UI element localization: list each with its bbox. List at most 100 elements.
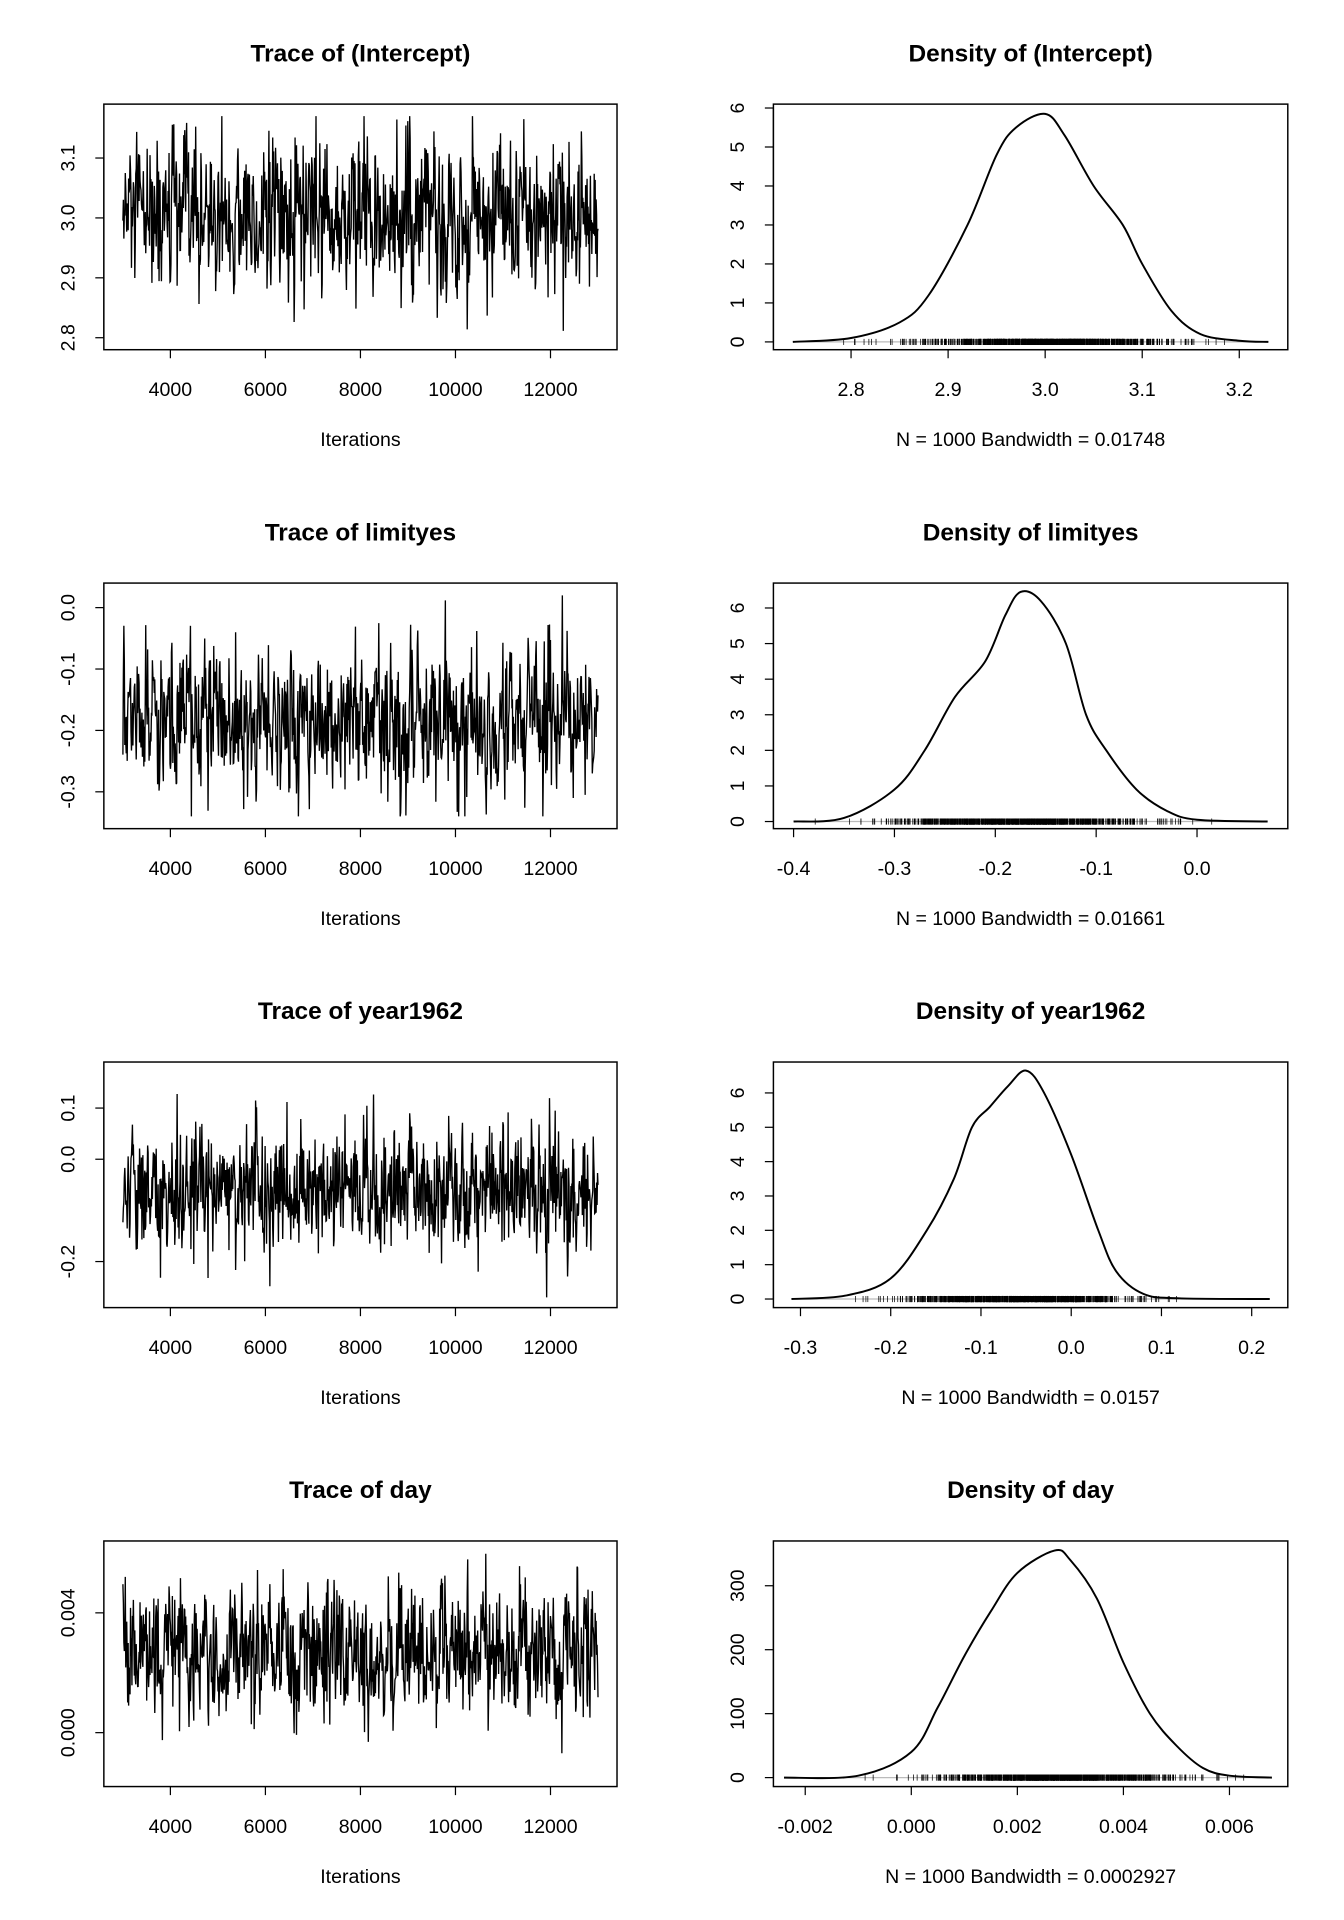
plot-frame bbox=[772, 103, 1289, 351]
y-tick-label: 2 bbox=[727, 259, 749, 270]
density-curve bbox=[791, 1069, 1270, 1300]
x-tick-label: -0.3 bbox=[784, 1337, 818, 1359]
chart-title: Trace of limityes bbox=[265, 519, 456, 546]
x-axis-label: N = 1000 Bandwidth = 0.0157 bbox=[901, 1387, 1159, 1409]
density-panel: Density of day -0.002 0.000 0.002 0.004 0.006… bbox=[727, 1477, 1289, 1888]
x-axis: -0.4 -0.3 -0.2 -0.1 0.0 bbox=[777, 828, 1211, 880]
y-tick-label: 2.8 bbox=[58, 324, 80, 351]
x-tick-label: 6000 bbox=[244, 1337, 288, 1359]
x-tick-label: 8000 bbox=[339, 379, 383, 401]
x-tick-label: 0.0 bbox=[1183, 858, 1210, 880]
x-axis-label: Iterations bbox=[320, 1387, 401, 1409]
x-tick-label: 12000 bbox=[523, 1337, 577, 1359]
x-tick-label: 8000 bbox=[339, 1337, 383, 1359]
density-panel: Density of year1962 -0.3 -0.2 -0.1 0.0 0.1 0.2… bbox=[727, 998, 1289, 1409]
x-tick-label: 4000 bbox=[149, 858, 193, 880]
x-axis: 4000 6000 8000 10000 12000 bbox=[149, 349, 578, 401]
x-tick-label: 6000 bbox=[244, 379, 288, 401]
x-axis: -0.002 0.000 0.002 0.004 0.006 bbox=[778, 1785, 1254, 1838]
x-axis-label: Iterations bbox=[320, 429, 401, 451]
chart-title: Density of day bbox=[947, 1477, 1114, 1504]
y-tick-label: -0.2 bbox=[58, 1245, 80, 1279]
x-axis: 4000 6000 8000 10000 12000 bbox=[149, 1785, 578, 1838]
x-tick-label: 0.0 bbox=[1058, 1337, 1085, 1359]
y-axis: 2.8 2.9 3.0 3.1 bbox=[58, 144, 105, 351]
y-tick-label: 200 bbox=[727, 1633, 749, 1666]
y-tick-label: 6 bbox=[727, 1087, 749, 1098]
x-tick-label: 3.2 bbox=[1226, 379, 1253, 401]
x-tick-label: -0.2 bbox=[874, 1337, 908, 1359]
y-tick-label: 3.1 bbox=[58, 144, 80, 171]
y-tick-label: 0.0 bbox=[58, 594, 80, 621]
rug bbox=[855, 1295, 1177, 1303]
trace-line bbox=[122, 1553, 599, 1754]
trace-line bbox=[122, 1094, 599, 1298]
x-tick-label: 10000 bbox=[428, 379, 482, 401]
x-tick-label: 2.8 bbox=[837, 379, 864, 401]
x-tick-label: 8000 bbox=[339, 858, 383, 880]
y-tick-label: 300 bbox=[727, 1569, 749, 1602]
y-tick-label: 3 bbox=[727, 1191, 749, 1202]
rug bbox=[864, 1774, 1245, 1781]
x-tick-label: 6000 bbox=[244, 858, 288, 880]
density-curve bbox=[793, 590, 1268, 823]
y-tick-label: -0.1 bbox=[58, 652, 80, 686]
x-tick-label: -0.3 bbox=[878, 858, 912, 880]
y-tick-label: 2.9 bbox=[58, 264, 80, 291]
y-tick-label: 2 bbox=[727, 745, 749, 756]
y-axis: 0 1 2 3 4 5 6 bbox=[727, 1087, 775, 1304]
density-panel: Density of limityes -0.4 -0.3 -0.2 -0.1 0.0 N … bbox=[727, 519, 1289, 930]
y-tick-label: 4 bbox=[727, 180, 749, 191]
y-tick-label: 2 bbox=[727, 1225, 749, 1236]
chart-title: Trace of year1962 bbox=[258, 998, 463, 1025]
density-curve bbox=[783, 1549, 1272, 1780]
x-tick-label: 10000 bbox=[428, 1816, 482, 1838]
x-axis: -0.3 -0.2 -0.1 0.0 0.1 0.2 bbox=[784, 1306, 1265, 1359]
y-axis: 0 100 200 300 bbox=[727, 1569, 775, 1783]
plot-frame bbox=[772, 1061, 1289, 1309]
y-tick-label: 0.1 bbox=[58, 1094, 80, 1121]
y-tick-label: -0.2 bbox=[58, 714, 80, 748]
y-axis: 0 1 2 3 4 5 6 bbox=[727, 103, 775, 347]
plot-frame bbox=[772, 582, 1289, 830]
trace-line bbox=[122, 116, 599, 331]
x-axis: 2.8 2.9 3.0 3.1 3.2 bbox=[837, 349, 1253, 401]
x-tick-label: 3.0 bbox=[1032, 379, 1059, 401]
y-axis: 0.000 0.004 bbox=[58, 1588, 105, 1757]
y-tick-label: 1 bbox=[727, 297, 749, 308]
y-axis: 0 1 2 3 4 5 6 bbox=[727, 603, 775, 827]
x-tick-label: -0.1 bbox=[964, 1337, 998, 1359]
y-tick-label: 0 bbox=[727, 816, 749, 827]
y-tick-label: 4 bbox=[727, 674, 749, 685]
y-tick-label: 0 bbox=[727, 1772, 749, 1783]
trace-panel: Trace of limityes 4000 6000 8000 10000 12000 I… bbox=[58, 519, 618, 930]
x-tick-label: 0.006 bbox=[1205, 1816, 1254, 1838]
y-axis: -0.2 0.0 0.1 bbox=[58, 1094, 105, 1279]
x-axis-label: N = 1000 Bandwidth = 0.01748 bbox=[896, 429, 1165, 451]
y-tick-label: 0 bbox=[727, 1293, 749, 1304]
x-tick-label: 4000 bbox=[149, 1337, 193, 1359]
x-tick-label: -0.1 bbox=[1079, 858, 1113, 880]
x-tick-label: 4000 bbox=[149, 1816, 193, 1838]
x-axis-label: Iterations bbox=[320, 1866, 401, 1888]
x-tick-label: 0.2 bbox=[1238, 1337, 1265, 1359]
y-tick-label: 0.0 bbox=[58, 1146, 80, 1173]
y-tick-label: 0.004 bbox=[58, 1588, 80, 1637]
plot-frame bbox=[772, 1540, 1289, 1788]
density-panel: Density of (Intercept) 2.8 2.9 3.0 3.1 3.2 N =… bbox=[727, 40, 1289, 451]
x-tick-label: 6000 bbox=[244, 1816, 288, 1838]
y-tick-label: 5 bbox=[727, 1122, 749, 1133]
y-tick-label: 6 bbox=[727, 603, 749, 614]
y-tick-label: 3 bbox=[727, 220, 749, 231]
x-axis-label: N = 1000 Bandwidth = 0.01661 bbox=[896, 908, 1165, 930]
x-tick-label: 0.004 bbox=[1099, 1816, 1148, 1838]
chart-title: Density of limityes bbox=[923, 519, 1139, 546]
y-tick-label: 0.000 bbox=[58, 1708, 80, 1757]
trace-panel: Trace of day 4000 6000 8000 10000 12000 Iterat… bbox=[58, 1477, 618, 1888]
x-tick-label: 3.1 bbox=[1129, 379, 1156, 401]
x-axis: 4000 6000 8000 10000 12000 bbox=[149, 828, 578, 880]
x-tick-label: 8000 bbox=[339, 1816, 383, 1838]
x-axis-label: Iterations bbox=[320, 908, 401, 930]
y-tick-label: 5 bbox=[727, 638, 749, 649]
